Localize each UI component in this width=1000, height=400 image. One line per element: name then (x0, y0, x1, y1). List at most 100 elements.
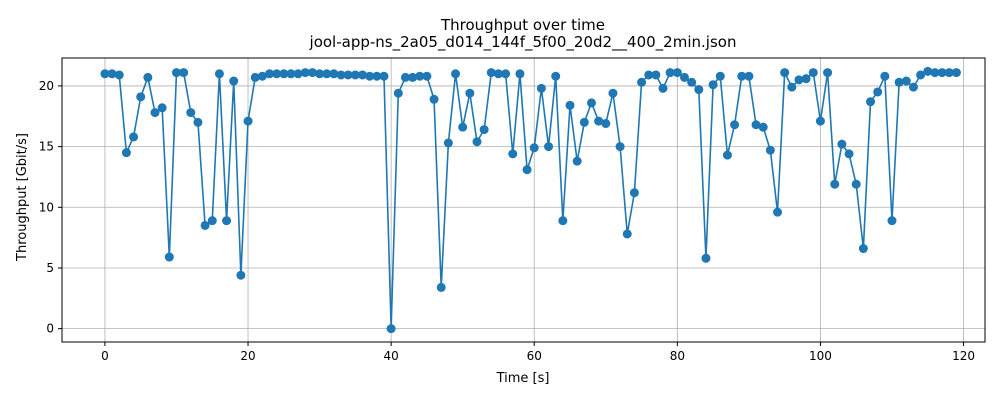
data-point (944, 68, 954, 78)
data-point (544, 142, 554, 152)
data-point (164, 252, 174, 262)
data-point (858, 244, 868, 254)
y-tick-label: 5 (46, 261, 54, 275)
data-point (429, 94, 439, 104)
data-point (665, 68, 675, 78)
data-point (100, 69, 110, 79)
data-point (873, 87, 883, 97)
data-point (336, 70, 346, 80)
data-point (329, 69, 339, 79)
data-point (715, 71, 725, 81)
data-point (372, 71, 382, 81)
data-point (887, 216, 897, 226)
data-point (787, 82, 797, 92)
data-point (536, 83, 546, 93)
data-point (916, 70, 926, 80)
data-point (229, 76, 239, 86)
data-point (129, 132, 139, 142)
chart-subtitle: jool-app-ns_2a05_d014_144f_5f00_20d2__40… (309, 33, 737, 52)
data-point (293, 69, 303, 79)
data-point (937, 68, 947, 78)
y-tick-label: 20 (39, 79, 54, 93)
data-point (558, 216, 568, 226)
data-point (458, 122, 468, 132)
data-point (522, 165, 532, 175)
data-point (422, 71, 432, 81)
data-point (250, 72, 260, 82)
data-point (393, 88, 403, 98)
data-point (651, 70, 661, 80)
data-point (951, 68, 961, 78)
data-point (315, 69, 325, 79)
data-point (515, 69, 525, 79)
data-point (307, 68, 317, 78)
y-axis-label: Throughput [Gbit/s] (15, 133, 30, 262)
data-point (744, 71, 754, 81)
data-point (644, 70, 654, 80)
data-point (193, 117, 203, 127)
data-point (400, 72, 410, 82)
x-tick-label: 80 (670, 349, 685, 363)
data-point (808, 68, 818, 78)
data-point (150, 108, 160, 118)
data-point (579, 117, 589, 127)
data-point (908, 82, 918, 92)
series-layer (100, 66, 961, 334)
data-point (279, 69, 289, 79)
data-point (658, 83, 668, 93)
data-point (694, 85, 704, 95)
data-point (758, 122, 768, 132)
y-tick-label: 15 (39, 140, 54, 154)
data-point (157, 103, 167, 113)
data-point (143, 72, 153, 82)
data-point (794, 75, 804, 85)
data-point (300, 68, 310, 78)
data-point (171, 68, 181, 78)
data-point (365, 71, 375, 81)
data-point (615, 142, 625, 152)
data-point (529, 143, 539, 153)
data-point (722, 150, 732, 160)
data-point (214, 69, 224, 79)
data-point (901, 76, 911, 86)
data-point (622, 229, 632, 239)
data-point (837, 139, 847, 149)
data-point (236, 270, 246, 280)
data-point (451, 69, 461, 79)
data-point (844, 149, 854, 159)
data-point (501, 69, 511, 79)
data-point (565, 100, 575, 110)
data-point (200, 220, 210, 230)
data-point (508, 149, 518, 159)
data-point (486, 68, 496, 78)
data-point (264, 69, 274, 79)
y-tick-label: 0 (46, 322, 54, 336)
y-tick-label: 10 (39, 200, 54, 214)
x-tick-label: 0 (101, 349, 109, 363)
data-point (737, 71, 747, 81)
x-tick-label: 60 (527, 349, 542, 363)
data-point (780, 68, 790, 78)
data-point (465, 88, 475, 98)
x-tick-label: 100 (809, 349, 832, 363)
data-point (386, 324, 396, 334)
x-tick-label: 20 (240, 349, 255, 363)
data-point (701, 253, 711, 263)
data-point (751, 120, 761, 130)
data-point (436, 282, 446, 292)
data-point (765, 145, 775, 155)
data-point (114, 70, 124, 80)
data-point (801, 74, 811, 84)
series-line (104, 70, 957, 330)
data-point (408, 72, 418, 82)
data-point (608, 88, 618, 98)
data-point (107, 69, 117, 79)
data-point (594, 116, 604, 126)
data-point (322, 69, 332, 79)
data-point (350, 70, 360, 80)
data-point (851, 179, 861, 189)
data-point (443, 138, 453, 148)
data-point (823, 68, 833, 78)
